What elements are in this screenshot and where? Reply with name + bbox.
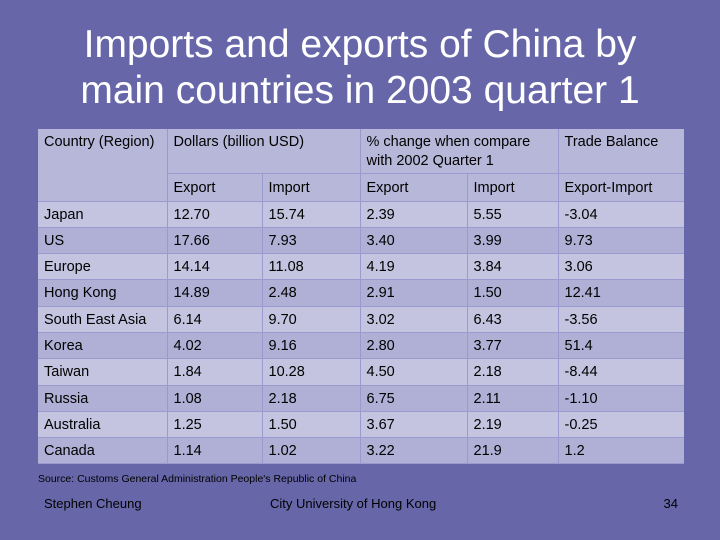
header-import: Import <box>262 173 361 202</box>
footer-page-number: 34 <box>663 496 678 511</box>
cell-region: Taiwan <box>38 358 168 386</box>
cell-balance: -1.10 <box>558 385 685 412</box>
cell-pct-import: 21.9 <box>467 437 559 465</box>
cell-export: 6.14 <box>167 306 263 333</box>
table-header-row-2: Export Import Export Import Export-Impor… <box>38 173 685 202</box>
cell-pct-import: 2.18 <box>467 358 559 386</box>
cell-region: Europe <box>38 253 168 281</box>
cell-import: 9.16 <box>262 332 361 360</box>
table-row: Korea 4.02 9.16 2.80 3.77 51.4 <box>38 332 685 360</box>
cell-balance: 3.06 <box>558 253 685 281</box>
cell-import: 7.93 <box>262 227 361 255</box>
cell-import: 1.02 <box>262 437 361 465</box>
cell-export: 1.25 <box>167 411 263 439</box>
cell-balance: 51.4 <box>558 332 685 360</box>
cell-pct-import: 3.99 <box>467 227 559 255</box>
trade-table: Country (Region) Dollars (billion USD) %… <box>38 129 685 465</box>
cell-pct-export: 3.67 <box>360 411 468 439</box>
cell-export: 1.84 <box>167 358 263 386</box>
table-header-row-1: Country (Region) Dollars (billion USD) %… <box>38 129 685 202</box>
header-pct-export: Export <box>360 173 468 202</box>
header-pct-change: % change when compare with 2002 Quarter … <box>360 129 559 174</box>
header-export: Export <box>167 173 263 202</box>
cell-pct-export: 4.50 <box>360 358 468 386</box>
cell-pct-export: 3.22 <box>360 437 468 465</box>
cell-balance: -3.56 <box>558 306 685 333</box>
header-region: Country (Region) <box>38 129 168 202</box>
source-note: Source: Customs General Administration P… <box>38 473 357 485</box>
cell-export: 4.02 <box>167 332 263 360</box>
cell-pct-import: 2.19 <box>467 411 559 439</box>
cell-balance: 9.73 <box>558 227 685 255</box>
cell-import: 2.48 <box>262 279 361 307</box>
cell-import: 11.08 <box>262 253 361 281</box>
header-dollars: Dollars (billion USD) <box>167 129 361 174</box>
cell-region: Canada <box>38 437 168 465</box>
table-row: Hong Kong 14.89 2.48 2.91 1.50 12.41 <box>38 279 685 307</box>
cell-export: 1.14 <box>167 437 263 465</box>
cell-pct-export: 3.40 <box>360 227 468 255</box>
cell-pct-export: 4.19 <box>360 253 468 281</box>
header-export-minus-import: Export-Import <box>558 173 685 202</box>
cell-region: Russia <box>38 385 168 412</box>
table-row: Canada 1.14 1.02 3.22 21.9 1.2 <box>38 437 685 465</box>
footer-institution: City University of Hong Kong <box>270 496 437 511</box>
cell-pct-import: 6.43 <box>467 306 559 333</box>
cell-export: 14.14 <box>167 253 263 281</box>
header-pct-import: Import <box>467 173 559 202</box>
table-row: Australia 1.25 1.50 3.67 2.19 -0.25 <box>38 411 685 439</box>
slide-title-line-2: main countries in 2003 quarter 1 <box>80 69 640 112</box>
cell-import: 15.74 <box>262 201 361 228</box>
slide-title: Imports and exports of China by main cou… <box>0 22 720 114</box>
cell-export: 14.89 <box>167 279 263 307</box>
cell-export: 12.70 <box>167 201 263 228</box>
cell-export: 17.66 <box>167 227 263 255</box>
cell-balance: -8.44 <box>558 358 685 386</box>
cell-pct-export: 2.39 <box>360 201 468 228</box>
cell-pct-export: 6.75 <box>360 385 468 412</box>
cell-pct-import: 3.77 <box>467 332 559 360</box>
cell-pct-import: 1.50 <box>467 279 559 307</box>
cell-region: Korea <box>38 332 168 360</box>
cell-pct-import: 5.55 <box>467 201 559 228</box>
cell-pct-export: 2.80 <box>360 332 468 360</box>
cell-import: 1.50 <box>262 411 361 439</box>
cell-export: 1.08 <box>167 385 263 412</box>
slide-title-line-1: Imports and exports of China by <box>83 23 637 66</box>
footer-author: Stephen Cheung <box>44 496 142 511</box>
table-row: Taiwan 1.84 10.28 4.50 2.18 -8.44 <box>38 358 685 386</box>
cell-import: 9.70 <box>262 306 361 333</box>
cell-balance: -0.25 <box>558 411 685 439</box>
cell-balance: -3.04 <box>558 201 685 228</box>
cell-balance: 1.2 <box>558 437 685 465</box>
table-row: Russia 1.08 2.18 6.75 2.11 -1.10 <box>38 385 685 412</box>
header-trade-balance: Trade Balance <box>558 129 685 174</box>
cell-pct-export: 3.02 <box>360 306 468 333</box>
cell-region: Japan <box>38 201 168 228</box>
cell-pct-import: 2.11 <box>467 385 559 412</box>
cell-balance: 12.41 <box>558 279 685 307</box>
cell-region: Australia <box>38 411 168 439</box>
table-row: Japan 12.70 15.74 2.39 5.55 -3.04 <box>38 201 685 228</box>
table-row: South East Asia 6.14 9.70 3.02 6.43 -3.56 <box>38 306 685 333</box>
cell-pct-import: 3.84 <box>467 253 559 281</box>
table-row: US 17.66 7.93 3.40 3.99 9.73 <box>38 227 685 255</box>
cell-region: Hong Kong <box>38 279 168 307</box>
cell-region: US <box>38 227 168 255</box>
cell-pct-export: 2.91 <box>360 279 468 307</box>
table-row: Europe 14.14 11.08 4.19 3.84 3.06 <box>38 253 685 281</box>
cell-import: 10.28 <box>262 358 361 386</box>
cell-import: 2.18 <box>262 385 361 412</box>
cell-region: South East Asia <box>38 306 168 333</box>
